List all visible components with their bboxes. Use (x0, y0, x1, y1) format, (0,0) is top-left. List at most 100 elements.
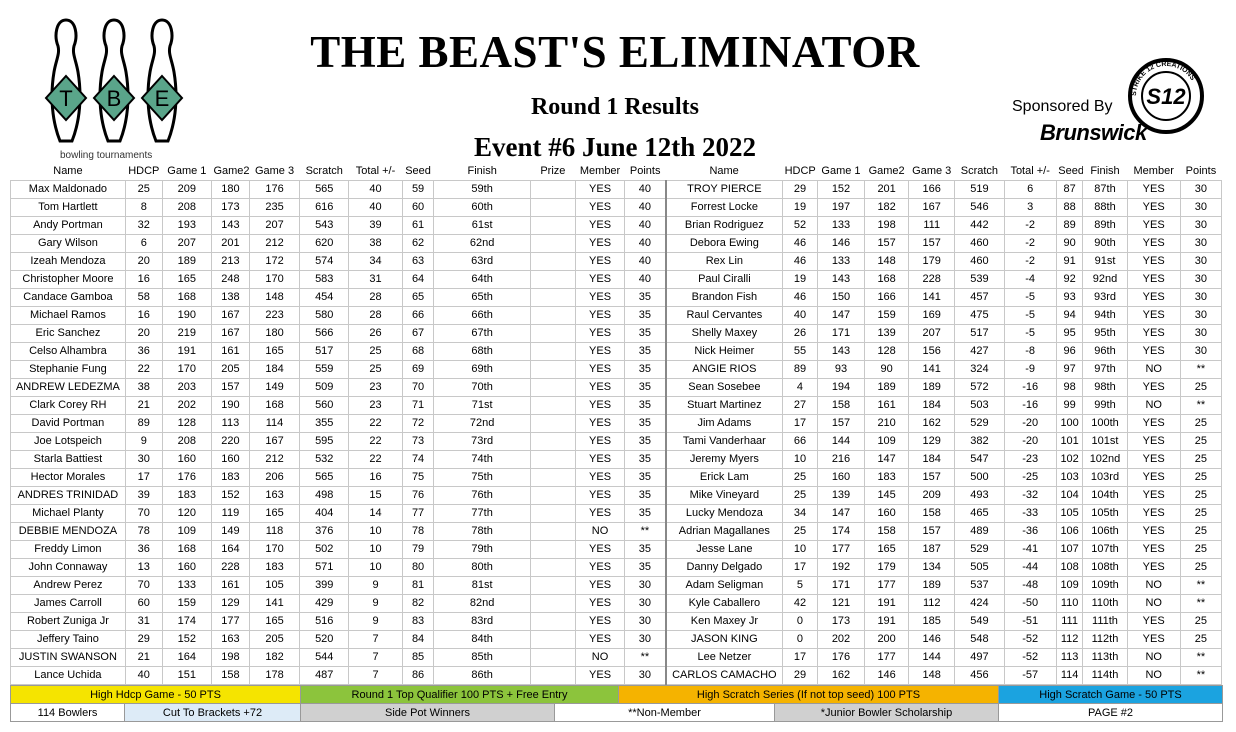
table-row: Starla Battiest 30 160 160 212 532 22 74 74th YES… (10, 449, 1223, 469)
left-cell: 189 (161, 251, 212, 271)
left-cell: 180 (248, 323, 301, 343)
right-cell: YES (1126, 323, 1181, 343)
right-cell: 109th (1082, 575, 1128, 595)
left-bowler-name: Max Maldonado (10, 179, 126, 199)
left-cell: 34 (348, 251, 403, 271)
right-cell: 184 (908, 395, 956, 415)
right-cell: YES (1126, 629, 1181, 649)
left-cell: 620 (299, 233, 350, 253)
table-row: Tom Hartlett 8 208 173 235 616 40 60 60th YES 40 Fo… (10, 197, 1223, 217)
table-row: Andrew Perez 70 133 161 105 399 9 81 81st YES 30 Ad… (10, 575, 1223, 595)
right-cell: 109 (1055, 575, 1084, 595)
left-cell: 543 (299, 215, 350, 235)
left-cell: 544 (299, 647, 350, 667)
right-cell: 46 (782, 233, 818, 253)
right-bowler-name: Jesse Lane (665, 539, 784, 559)
right-cell: 147 (816, 305, 866, 325)
left-cell: 15 (348, 485, 403, 505)
left-cell: 40 (624, 215, 667, 235)
right-cell: 133 (816, 215, 866, 235)
left-cell: 63 (401, 251, 435, 271)
table-row: Gary Wilson 6 207 201 212 620 38 62 62nd YES 40 Deb… (10, 233, 1223, 253)
left-header-4: Game 3 (254, 165, 295, 178)
right-cell: 129 (908, 431, 956, 451)
right-cell: NO (1126, 395, 1181, 415)
left-cell: 190 (161, 305, 212, 325)
right-header-7: Seed (1058, 165, 1083, 178)
right-cell: -8 (1003, 341, 1057, 361)
left-cell: 21 (124, 647, 163, 667)
right-cell: 29 (782, 179, 818, 199)
right-cell: 25 (782, 467, 818, 487)
right-cell: 25 (1179, 611, 1223, 631)
right-cell: 171 (816, 575, 866, 595)
right-cell: 92 (1055, 269, 1084, 289)
left-cell: 35 (624, 449, 667, 469)
left-cell: 22 (348, 449, 403, 469)
right-cell: 157 (908, 521, 956, 541)
right-cell: 111 (1055, 611, 1084, 631)
left-cell (529, 395, 576, 415)
right-cell: YES (1126, 557, 1181, 577)
left-cell: 165 (248, 611, 301, 631)
right-bowler-name: CARLOS CAMACHO (665, 665, 784, 685)
left-cell: 63rd (433, 251, 531, 271)
right-cell: YES (1126, 305, 1181, 325)
left-cell: 148 (248, 287, 301, 307)
right-cell: -9 (1003, 359, 1057, 379)
right-cell: 143 (816, 341, 866, 361)
right-bowler-name: Adrian Magallanes (665, 521, 784, 541)
right-bowler-name: TROY PIERCE (665, 179, 784, 199)
right-cell: YES (1126, 503, 1181, 523)
left-cell (529, 341, 576, 361)
left-bowler-name: Gary Wilson (10, 233, 126, 253)
right-cell: YES (1126, 467, 1181, 487)
left-bowler-name: Lance Uchida (10, 665, 126, 685)
right-cell: 101st (1082, 431, 1128, 451)
right-cell: 427 (954, 341, 1005, 361)
left-cell: 487 (299, 665, 350, 685)
right-header-8: Finish (1090, 165, 1120, 178)
right-cell: -16 (1003, 395, 1057, 415)
left-cell: 29 (124, 629, 163, 649)
right-cell: 539 (954, 269, 1005, 289)
right-cell: 25 (782, 521, 818, 541)
left-cell: 70 (401, 377, 435, 397)
right-cell: 546 (954, 197, 1005, 217)
footer-table: High Hdcp Game - 50 PTS Round 1 Top Qual… (10, 685, 1223, 704)
left-cell: 73rd (433, 431, 531, 451)
left-cell: 219 (161, 323, 212, 343)
table-row: Celso Alhambra 36 191 161 165 517 25 68 68th YES 3… (10, 341, 1223, 361)
right-header-1: HDCP (784, 165, 816, 178)
left-cell: YES (574, 593, 626, 613)
right-cell: YES (1126, 179, 1181, 199)
left-cell: 159 (161, 593, 212, 613)
left-cell: 40 (348, 179, 403, 199)
right-bowler-name: Lee Netzer (665, 647, 784, 667)
right-cell: 25 (1179, 449, 1223, 469)
right-bowler-name: Forrest Locke (665, 197, 784, 217)
left-cell: 167 (210, 323, 250, 343)
left-cell: 152 (161, 629, 212, 649)
right-cell: 324 (954, 359, 1005, 379)
left-bowler-name: Celso Alhambra (10, 341, 126, 361)
left-cell: 35 (624, 539, 667, 559)
right-cell: 177 (864, 575, 910, 595)
left-cell: 158 (210, 665, 250, 685)
right-cell: 17 (782, 413, 818, 433)
left-cell: 35 (624, 377, 667, 397)
left-cell: 168 (248, 395, 301, 415)
left-cell: 16 (348, 467, 403, 487)
left-bowler-name: Freddy Limon (10, 539, 126, 559)
left-cell (529, 593, 576, 613)
right-cell: 191 (864, 611, 910, 631)
left-cell: 223 (248, 305, 301, 325)
right-cell: 17 (782, 647, 818, 667)
right-cell: ** (1179, 359, 1223, 379)
right-bowler-name: Nick Heimer (665, 341, 784, 361)
left-cell: 228 (210, 557, 250, 577)
left-cell: 183 (161, 485, 212, 505)
right-cell: 92nd (1082, 269, 1128, 289)
right-cell: 157 (816, 413, 866, 433)
left-cell: 176 (161, 467, 212, 487)
